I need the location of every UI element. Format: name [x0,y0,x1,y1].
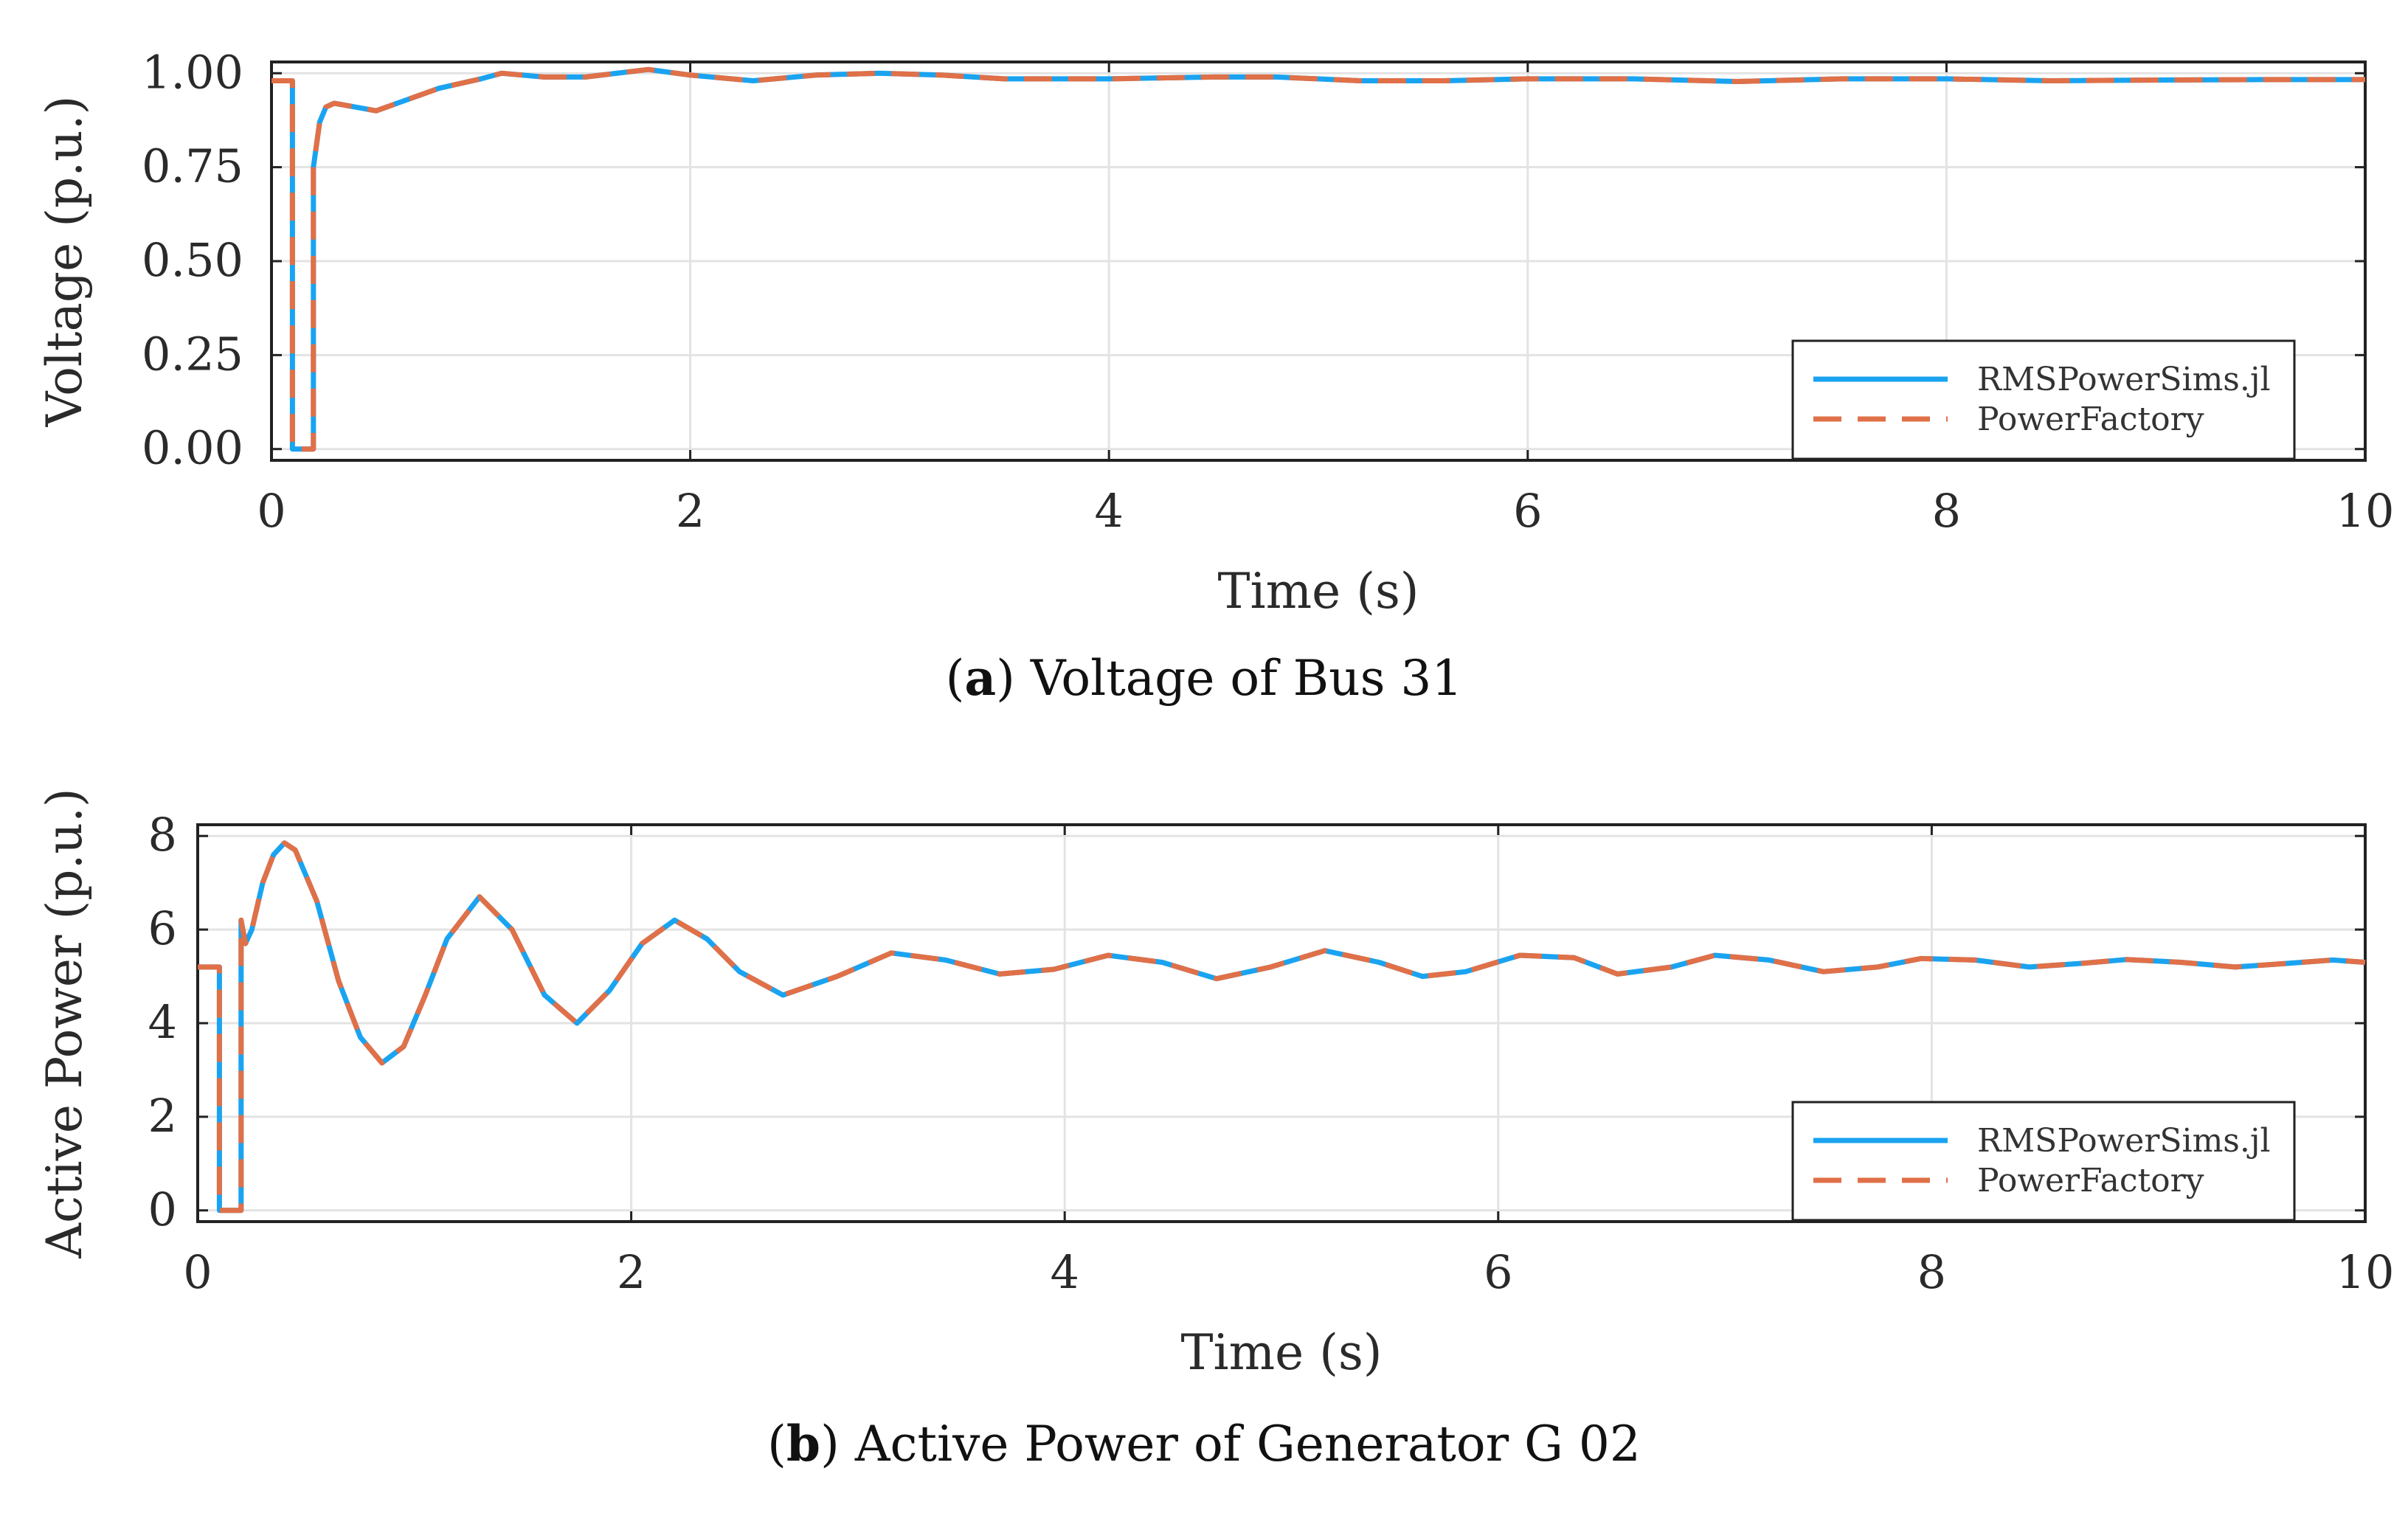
x-tick-label: 0 [257,484,286,538]
y-tick-label: 0.50 [142,233,243,287]
chart-panel-b: 0 2 4 6 8 10 0 2 4 6 8 Time (s) Active Power (p.u.) R… [0,782,2408,1446]
y-tick-label: 4 [148,995,177,1049]
y-tick-label: 0.75 [142,139,243,193]
caption-a-text: Voltage of Bus 31 [1030,650,1463,707]
series-group [198,840,2366,1213]
series-group [271,66,2365,452]
legend-label: RMSPowerSims.jl [1977,361,2271,398]
x-tick-label: 4 [1094,484,1123,538]
x-tick-label: 10 [2336,484,2395,538]
legend-box [1791,339,2296,460]
caption-b-label: b [786,1415,821,1472]
y-tick-label: 2 [148,1089,177,1143]
legend-label: RMSPowerSims.jl [1977,1122,2271,1160]
legend-label: PowerFactory [1977,1162,2204,1199]
caption-b-text: Active Power of Generator G 02 [854,1416,1641,1472]
ticks: 0 2 4 6 8 10 0.00 0.25 0.50 0.75 1.00 [142,45,2395,538]
y-tick-label: 6 [148,901,177,955]
x-tick-label: 10 [2336,1245,2395,1299]
voltage-chart: 0 2 4 6 8 10 0.00 0.25 0.50 0.75 1.00 Time (s) Volta… [36,45,2395,620]
series-line-powerfactory [198,840,2366,1213]
legend-label: PowerFactory [1977,401,2204,438]
x-axis-label: Time (s) [1217,563,1419,620]
y-axis-label: Active Power (p.u.) [36,788,93,1258]
caption-a-label: a [964,649,997,707]
legend-box [1791,1101,2296,1222]
x-axis-label: Time (s) [1180,1324,1382,1381]
x-tick-label: 6 [1513,484,1542,538]
x-tick-label: 2 [617,1245,646,1299]
x-tick-label: 4 [1050,1245,1079,1299]
y-tick-label: 0 [148,1183,177,1236]
y-tick-label: 0.00 [142,421,243,475]
ticks: 0 2 4 6 8 10 0 2 4 6 8 [148,808,2395,1299]
caption-a: (a) Voltage of Bus 31 [945,649,1463,707]
x-tick-label: 8 [1932,484,1961,538]
y-tick-label: 1.00 [142,45,243,99]
x-tick-label: 6 [1484,1245,1512,1299]
chart-panel-a: 0 2 4 6 8 10 0.00 0.25 0.50 0.75 1.00 Time (s) Volta… [0,0,2408,752]
y-tick-label: 0.25 [142,327,243,381]
caption-b: (b) Active Power of Generator G 02 [767,1415,1641,1472]
y-tick-label: 8 [148,808,177,862]
x-tick-label: 8 [1917,1245,1946,1299]
active-power-chart: 0 2 4 6 8 10 0 2 4 6 8 Time (s) Active Power (p.u.) R… [36,788,2395,1381]
y-axis-label: Voltage (p.u.) [36,96,93,428]
series-line-powerfactory [271,66,2365,452]
x-tick-label: 2 [676,484,705,538]
x-tick-label: 0 [183,1245,212,1299]
